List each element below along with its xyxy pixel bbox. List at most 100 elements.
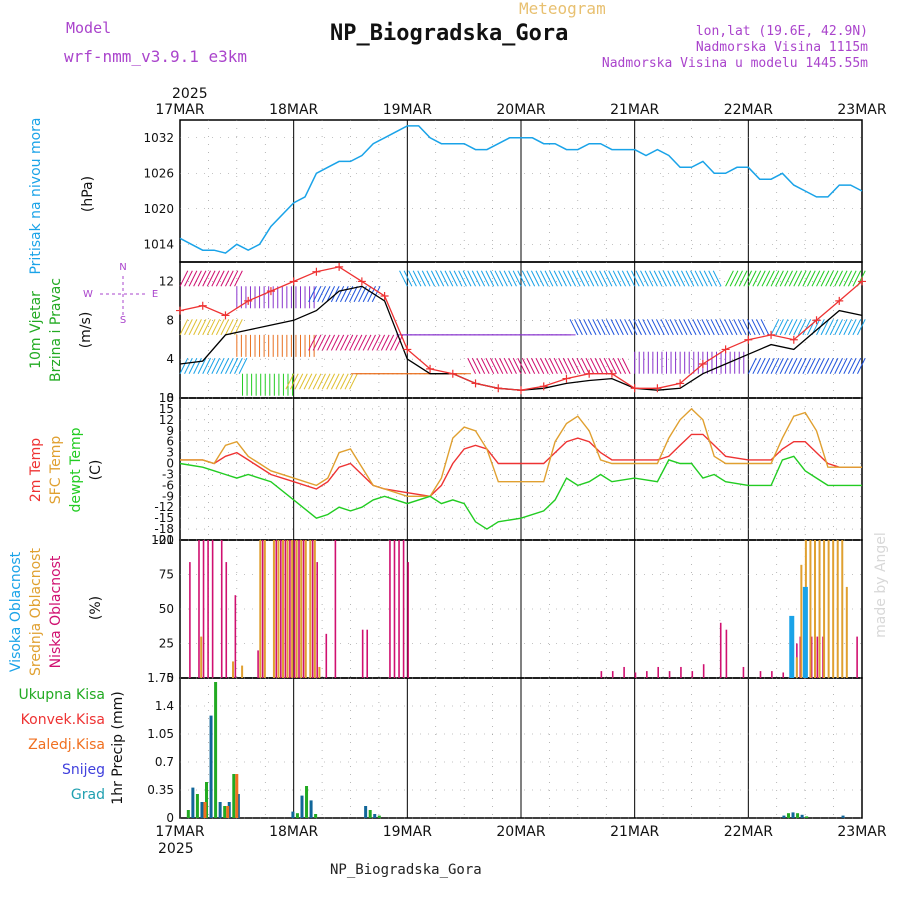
wind-barb bbox=[215, 270, 225, 287]
wind-barb bbox=[687, 319, 697, 336]
precip-total-bar bbox=[364, 806, 368, 818]
temperature-ytick: 15 bbox=[159, 402, 174, 416]
precip-total-bar bbox=[195, 794, 199, 818]
cloud-mid-bar bbox=[800, 564, 803, 678]
precip-legend-item: Grad bbox=[71, 787, 105, 803]
cloud-mid-bar bbox=[841, 540, 844, 678]
wind-barb bbox=[471, 270, 481, 287]
time-label-bottom: 18MAR bbox=[269, 824, 318, 840]
wind-barb bbox=[562, 357, 572, 374]
cloud-low-bar bbox=[298, 540, 300, 678]
cloud-mid-bar bbox=[263, 540, 266, 678]
wind-gust-marker bbox=[244, 296, 253, 305]
wind-title-2: Brzina i Pravac bbox=[48, 278, 64, 382]
clouds-ytick: 25 bbox=[159, 637, 174, 651]
wind-barb bbox=[710, 319, 720, 336]
coords-text: lon,lat (19.6E, 42.9N) bbox=[695, 24, 868, 39]
wind-barb bbox=[825, 270, 834, 287]
wind-barb bbox=[535, 270, 545, 287]
cloud-mid-bar bbox=[295, 540, 298, 678]
wind-barb bbox=[197, 319, 207, 336]
wind-barb bbox=[184, 270, 193, 287]
wind-barb bbox=[499, 270, 508, 287]
wind-barb bbox=[633, 319, 642, 336]
wind-gust-marker bbox=[789, 335, 798, 344]
wind-barb bbox=[308, 334, 317, 351]
wind-barb bbox=[852, 270, 862, 287]
wind-barb bbox=[829, 319, 839, 336]
wind-barb bbox=[340, 373, 349, 390]
elevation-text: Nadmorska Visina 1115m bbox=[695, 40, 868, 55]
wind-barb bbox=[417, 270, 426, 287]
wind-ytick: 8 bbox=[166, 313, 174, 327]
cloud-low-bar bbox=[810, 636, 813, 678]
wind-barb bbox=[660, 319, 670, 336]
wind-barb bbox=[206, 270, 216, 287]
wind-barb bbox=[843, 357, 853, 374]
wind-gust-marker bbox=[403, 345, 412, 354]
wind-barb bbox=[317, 334, 326, 351]
wind-barb bbox=[349, 373, 358, 390]
cloud-mid-bar bbox=[836, 540, 839, 678]
cloud-low-bar bbox=[668, 671, 671, 678]
wind-barb bbox=[592, 319, 602, 336]
pressure-ytick: 1020 bbox=[143, 202, 174, 216]
wind-barb bbox=[349, 286, 358, 303]
wind-barb bbox=[494, 270, 504, 287]
precip-ytick: 1.75 bbox=[147, 671, 174, 685]
wind-barb bbox=[503, 357, 513, 374]
wind-barb bbox=[179, 270, 189, 287]
wind-barb bbox=[179, 357, 189, 374]
precip-total-bar bbox=[214, 682, 218, 818]
wind-barb bbox=[526, 357, 536, 374]
wind-barb bbox=[521, 270, 531, 287]
time-label-bottom: 21MAR bbox=[610, 824, 659, 840]
cloud-mid-bar bbox=[818, 540, 821, 678]
wind-barb bbox=[453, 270, 463, 287]
pressure-ytick: 1026 bbox=[143, 166, 174, 180]
cloud-low-bar bbox=[407, 562, 409, 678]
wind-barb bbox=[779, 270, 789, 287]
model-elevation-text: Nadmorska Visina u modelu 1445.55m bbox=[601, 56, 868, 71]
wind-barb bbox=[847, 270, 857, 287]
cloud-low-bar bbox=[771, 671, 773, 678]
wind-gust-marker bbox=[858, 277, 866, 286]
time-label-top: 17MAR bbox=[155, 102, 204, 118]
wind-barb bbox=[330, 373, 340, 390]
wind-barb bbox=[285, 373, 295, 390]
wind-barb bbox=[490, 357, 499, 374]
time-label-top: 20MAR bbox=[496, 102, 545, 118]
wind-barb bbox=[403, 270, 413, 287]
precip-total-bar bbox=[232, 774, 236, 818]
wind-barb bbox=[612, 357, 622, 374]
wind-barb bbox=[558, 357, 567, 374]
wind-barb bbox=[590, 357, 599, 374]
wind-barb bbox=[193, 357, 202, 374]
wind-barb bbox=[576, 270, 586, 287]
wind-barb bbox=[599, 270, 608, 287]
wind-barb bbox=[706, 319, 715, 336]
wind-gust-marker bbox=[698, 360, 707, 368]
cloud-low-bar bbox=[275, 540, 278, 678]
cloud-low-bar bbox=[782, 672, 785, 678]
cloud-low-bar bbox=[207, 540, 209, 678]
precip-total-bar bbox=[291, 811, 295, 818]
wind-barb bbox=[390, 334, 399, 351]
wind-gust-marker bbox=[198, 301, 207, 310]
wind-barb bbox=[576, 357, 586, 374]
cloud-low-bar bbox=[611, 671, 614, 678]
wind-gust-marker bbox=[448, 369, 457, 378]
wind-barb bbox=[517, 357, 526, 374]
wind-barb bbox=[326, 286, 336, 303]
wind-barb bbox=[317, 286, 326, 303]
wind-ytick: 0 bbox=[166, 391, 174, 405]
wind-barb bbox=[703, 270, 713, 287]
wind-barb bbox=[834, 270, 843, 287]
wind-barb bbox=[380, 334, 390, 351]
wind-barb bbox=[802, 357, 812, 374]
wind-barb bbox=[408, 270, 417, 287]
wind-barb bbox=[701, 319, 711, 336]
cloud-mid-bar bbox=[259, 540, 262, 678]
wind-barb bbox=[671, 270, 681, 287]
